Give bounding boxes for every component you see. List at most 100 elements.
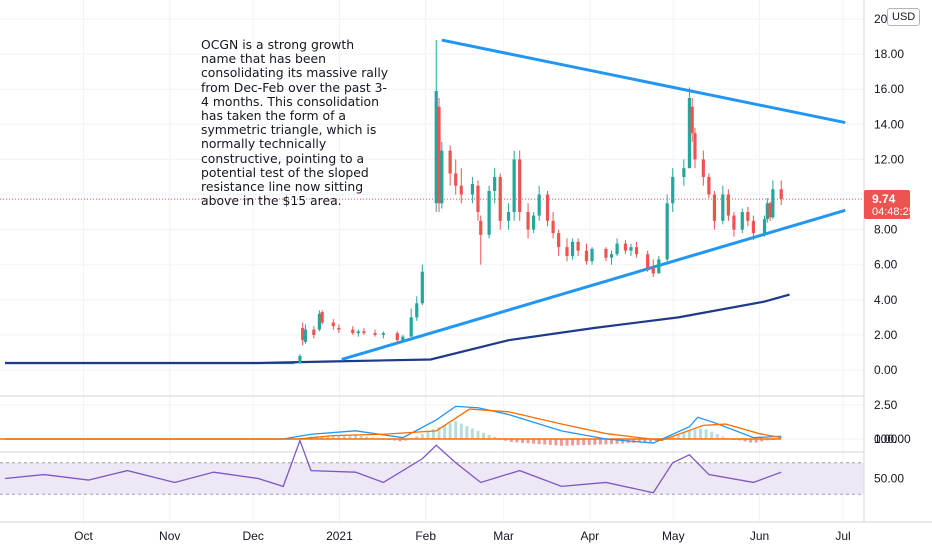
macd-histogram-bar — [415, 436, 419, 439]
macd-histogram-bar — [621, 439, 625, 444]
candle-body — [362, 331, 366, 334]
candle-body — [657, 259, 661, 274]
candle-body — [331, 322, 335, 327]
candle-body — [448, 150, 452, 174]
macd-histogram-bar — [404, 439, 408, 441]
macd-histogram-bar — [715, 434, 719, 439]
macd-histogram-bar — [548, 439, 552, 445]
candle-body — [415, 303, 419, 318]
bar-countdown: 04:48:25 — [872, 206, 915, 218]
candle-body — [303, 329, 308, 342]
macd-histogram-bar — [537, 439, 541, 445]
candle-body — [726, 194, 730, 216]
last-price-badge: 9.74 04:48:25 — [864, 190, 915, 219]
macd-histogram-bar — [326, 435, 330, 439]
candle-body — [401, 336, 405, 341]
macd-histogram-bar — [337, 435, 341, 439]
macd-histogram-bar — [437, 427, 441, 439]
macd-histogram-bar — [420, 433, 424, 439]
macd-histogram-bar — [587, 439, 591, 445]
macd-histogram-bar — [687, 430, 691, 439]
candle-body — [687, 97, 692, 169]
candle-body — [779, 189, 783, 200]
candle-body — [651, 268, 655, 274]
candle-body — [487, 190, 491, 235]
candle-body — [771, 189, 775, 218]
price-pane[interactable] — [0, 38, 864, 365]
macd-histogram-bar — [515, 439, 519, 443]
macd-histogram-bar — [699, 428, 703, 439]
macd-histogram-bar — [598, 439, 602, 445]
candle-body — [526, 212, 530, 230]
candle-body — [634, 247, 639, 255]
candle-body — [512, 159, 516, 213]
macd-histogram-bar — [593, 439, 597, 445]
macd-histogram-bar — [643, 439, 647, 443]
macd-histogram-bar — [342, 435, 346, 439]
macd-histogram-bar — [543, 439, 547, 445]
rsi-line — [4, 438, 782, 494]
candle-body — [437, 106, 441, 204]
candle-body — [762, 219, 767, 234]
macd-histogram-bar — [571, 439, 575, 446]
candle-body — [506, 212, 511, 221]
macd-histogram-bar — [459, 423, 463, 439]
candle-body — [551, 220, 555, 234]
candle-body — [409, 317, 413, 337]
macd-histogram-bar — [504, 439, 508, 441]
candle-body — [420, 271, 424, 304]
rsi-pane[interactable] — [0, 438, 864, 495]
candle-body — [454, 173, 458, 186]
candle-body — [690, 106, 694, 134]
macd-histogram-bar — [532, 439, 536, 444]
candle-body — [604, 248, 608, 258]
candle-body — [565, 247, 569, 256]
candle-body — [609, 254, 614, 258]
candle-body — [576, 241, 580, 251]
macd-histogram-bar — [576, 439, 580, 446]
macd-histogram-bar — [582, 439, 586, 446]
candle-body — [751, 220, 756, 234]
candle-body — [381, 333, 385, 335]
candle-body — [537, 194, 541, 216]
grid — [0, 0, 932, 522]
macd-histogram-bar — [331, 435, 335, 439]
candle-body — [476, 185, 480, 213]
candle-body — [312, 329, 316, 335]
macd-histogram-bar — [760, 439, 764, 442]
candle-body — [740, 212, 744, 230]
candle-body — [301, 327, 305, 341]
macd-histogram-bar — [443, 425, 447, 439]
candle-body — [682, 168, 686, 177]
resistance-trendline — [441, 38, 846, 125]
candle-body — [693, 133, 697, 160]
price-axis-background — [864, 0, 932, 522]
candle-body — [545, 194, 550, 221]
macd-histogram-bar — [454, 421, 458, 439]
macd-histogram-bar — [493, 436, 497, 439]
candle-body — [498, 176, 502, 221]
macd-histogram-bar — [465, 426, 469, 439]
analysis-annotation: OCGN is a strong growth name that has be… — [201, 37, 389, 209]
macd-histogram-bar — [370, 437, 374, 439]
candle-body — [707, 176, 711, 195]
candle-body — [615, 243, 619, 255]
macd-pane[interactable] — [0, 405, 782, 446]
candle-body — [459, 185, 463, 195]
macd-histogram-bar — [526, 439, 530, 444]
macd-histogram-bar — [509, 439, 513, 442]
candle-body — [317, 313, 321, 330]
candle-body — [434, 90, 438, 204]
currency-button[interactable]: USD — [887, 8, 921, 26]
macd-histogram-bar — [604, 439, 608, 445]
macd-histogram-bar — [710, 431, 714, 439]
macd-histogram-bar — [554, 439, 558, 446]
macd-histogram-bar — [704, 429, 708, 439]
candle-body — [440, 150, 444, 204]
macd-histogram-bar — [615, 439, 619, 444]
candle-body — [765, 203, 769, 220]
macd-histogram-bar — [682, 432, 686, 439]
candle-body — [298, 355, 302, 363]
candle-body — [665, 203, 669, 260]
